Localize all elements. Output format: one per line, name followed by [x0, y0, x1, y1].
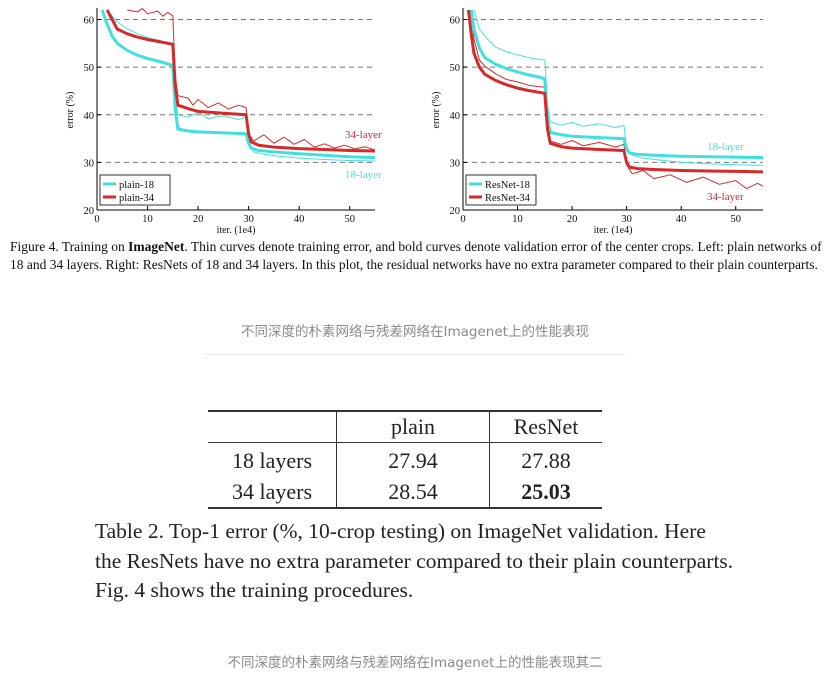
plot-area [467, 9, 763, 190]
legend-entry: ResNet-34 [485, 193, 531, 204]
results-table-wrap: plain ResNet 18 layers 27.94 27.88 34 la… [208, 410, 602, 509]
annotation-label: 18-layer [345, 169, 382, 181]
x-tick-label: 20 [193, 214, 204, 225]
y-tick-label: 50 [84, 63, 95, 74]
legend-box [465, 174, 537, 206]
figure-caption-bold: ImageNet [128, 239, 185, 254]
right-chart: 20 30 40 50 60 0 10 20 30 40 50 iter. (1e4) error (%… [431, 8, 763, 235]
series-line-resnet-18 [469, 9, 763, 160]
series-line-resnet-18-train [473, 9, 763, 166]
series-line-plain-18 [100, 9, 375, 160]
image-caption-1: 不同深度的朴素网络与残差网络在Imagenet上的性能表现 [241, 324, 589, 340]
figure-caption: Figure 4. Training on ImageNet. Thin cur… [10, 238, 825, 274]
y-tick-label: 30 [84, 158, 95, 169]
annotation-label: 34-layer [707, 191, 744, 203]
series-line-resnet-34-train [470, 9, 763, 190]
table-caption: Table 2. Top-1 error (%, 10-crop testing… [95, 519, 734, 602]
x-tick-label: 50 [730, 214, 741, 225]
table-cell-best: 25.03 [489, 476, 602, 508]
left-chart: 20 30 40 50 60 0 10 20 30 40 50 iter. (1e4) error (%… [65, 8, 382, 235]
y-axis-label: error (%) [431, 92, 442, 129]
series-line-plain-18-train [106, 9, 375, 162]
annotation-label: 18-layer [707, 141, 744, 153]
x-tick-label: 40 [294, 214, 305, 225]
x-tick-label: 30 [243, 214, 254, 225]
x-axis-label: iter. (1e4) [594, 225, 633, 235]
annotation-label: 34-layer [345, 129, 382, 141]
figure-caption-text: . Thin curves denote training error, and… [10, 239, 822, 272]
legend-box [99, 174, 171, 206]
series-line-plain-34-train [127, 8, 375, 151]
x-tick-label: 30 [621, 214, 632, 225]
y-tick-label: 30 [450, 158, 461, 169]
table-cell: 27.88 [489, 442, 602, 476]
y-tick-label: 50 [450, 63, 461, 74]
y-tick-label: 60 [84, 16, 95, 27]
y-tick-label: 60 [450, 16, 461, 27]
table-cell-row-label: 34 layers [231, 478, 313, 504]
y-tick-label: 20 [450, 206, 461, 217]
legend-entry: ResNet-18 [485, 180, 530, 191]
x-tick-label: 10 [512, 214, 523, 225]
x-tick-label: 0 [460, 214, 465, 225]
legend-entry: plain-18 [119, 180, 154, 191]
y-tick-label: 20 [84, 206, 95, 217]
table-header-row: plain ResNet [208, 411, 602, 443]
plot-area [100, 8, 375, 162]
x-tick-label: 10 [142, 214, 153, 225]
results-table: plain ResNet 18 layers 27.94 27.88 34 la… [208, 410, 602, 509]
y-axis-label: error (%) [65, 92, 76, 129]
figure-caption-prefix: Figure 4. Training on [10, 239, 129, 254]
legend-entry: plain-34 [119, 193, 155, 204]
x-axis-label: iter. (1e4) [217, 225, 256, 235]
x-tick-label: 0 [94, 214, 99, 225]
table-row: 34 layers 28.54 25.03 [208, 476, 602, 508]
table-cell-row-label: 18 layers [231, 447, 313, 473]
x-tick-label: 20 [567, 214, 578, 225]
table-cell: 27.94 [336, 442, 490, 476]
y-tick-label: 40 [450, 111, 461, 122]
table-cell: 28.54 [336, 476, 490, 508]
series-line-plain-34 [105, 9, 375, 153]
series-line-resnet-34 [467, 9, 763, 174]
table-header-resnet: ResNet [489, 411, 602, 443]
divider [205, 354, 625, 355]
table-header-empty [208, 411, 337, 443]
y-tick-label: 40 [84, 111, 95, 122]
x-tick-label: 40 [676, 214, 687, 225]
image-caption-2: 不同深度的朴素网络与残差网络在Imagenet上的性能表现其二 [227, 655, 603, 671]
table-row: 18 layers 27.94 27.88 [208, 442, 602, 476]
table-header-plain: plain [336, 411, 490, 443]
x-tick-label: 50 [344, 214, 355, 225]
